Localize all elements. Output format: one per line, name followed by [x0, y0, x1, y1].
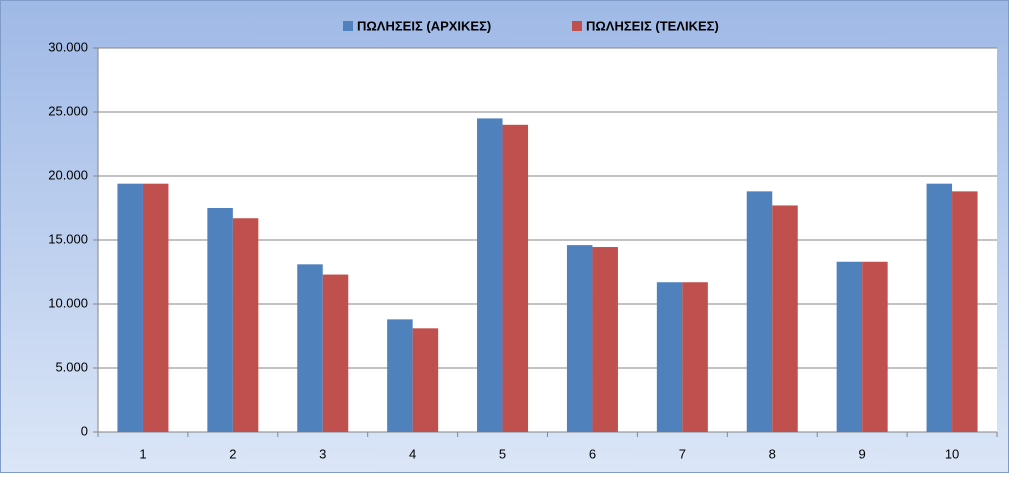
bar: [746, 191, 773, 432]
bar: [297, 264, 323, 432]
bar: [387, 319, 413, 432]
x-tick-label: 4: [409, 446, 416, 461]
y-tick-label: 20.000: [48, 167, 88, 182]
y-tick-label: 25.000: [48, 103, 88, 118]
x-tick-label: 9: [859, 446, 866, 461]
y-tick-label: 10.000: [48, 295, 88, 310]
bar: [117, 183, 143, 432]
bar: [566, 245, 593, 432]
bar: [592, 247, 618, 432]
legend-swatch: [343, 21, 353, 31]
x-tick-label: 5: [499, 446, 506, 461]
legend-label: ΠΩΛΗΣΕΙΣ (ΑΡΧΙΚΕΣ): [357, 18, 491, 33]
bar: [232, 218, 259, 432]
bar: [207, 208, 233, 432]
bar: [836, 261, 863, 432]
legend-swatch: [572, 21, 582, 31]
bar: [682, 282, 708, 432]
bar: [926, 183, 953, 432]
y-tick-label: 0: [81, 423, 88, 438]
x-tick-label: 10: [945, 446, 959, 461]
legend-label: ΠΩΛΗΣΕΙΣ (ΤΕΛΙΚΕΣ): [586, 18, 719, 33]
bar: [412, 328, 439, 432]
x-tick-label: 3: [319, 446, 326, 461]
bar: [502, 124, 529, 433]
x-tick-label: 2: [229, 446, 236, 461]
bar: [772, 205, 798, 432]
x-tick-label: 7: [679, 446, 686, 461]
bar: [952, 191, 978, 432]
y-tick-label: 15.000: [48, 231, 88, 246]
bar: [477, 118, 503, 433]
x-tick-label: 8: [769, 446, 776, 461]
bar: [656, 282, 683, 432]
bar: [862, 261, 888, 432]
x-tick-label: 1: [139, 446, 146, 461]
x-tick-label: 6: [589, 446, 596, 461]
y-tick-label: 5.000: [55, 359, 88, 374]
y-tick-label: 30.000: [48, 39, 88, 54]
bar: [142, 183, 169, 432]
bar: [322, 274, 349, 432]
